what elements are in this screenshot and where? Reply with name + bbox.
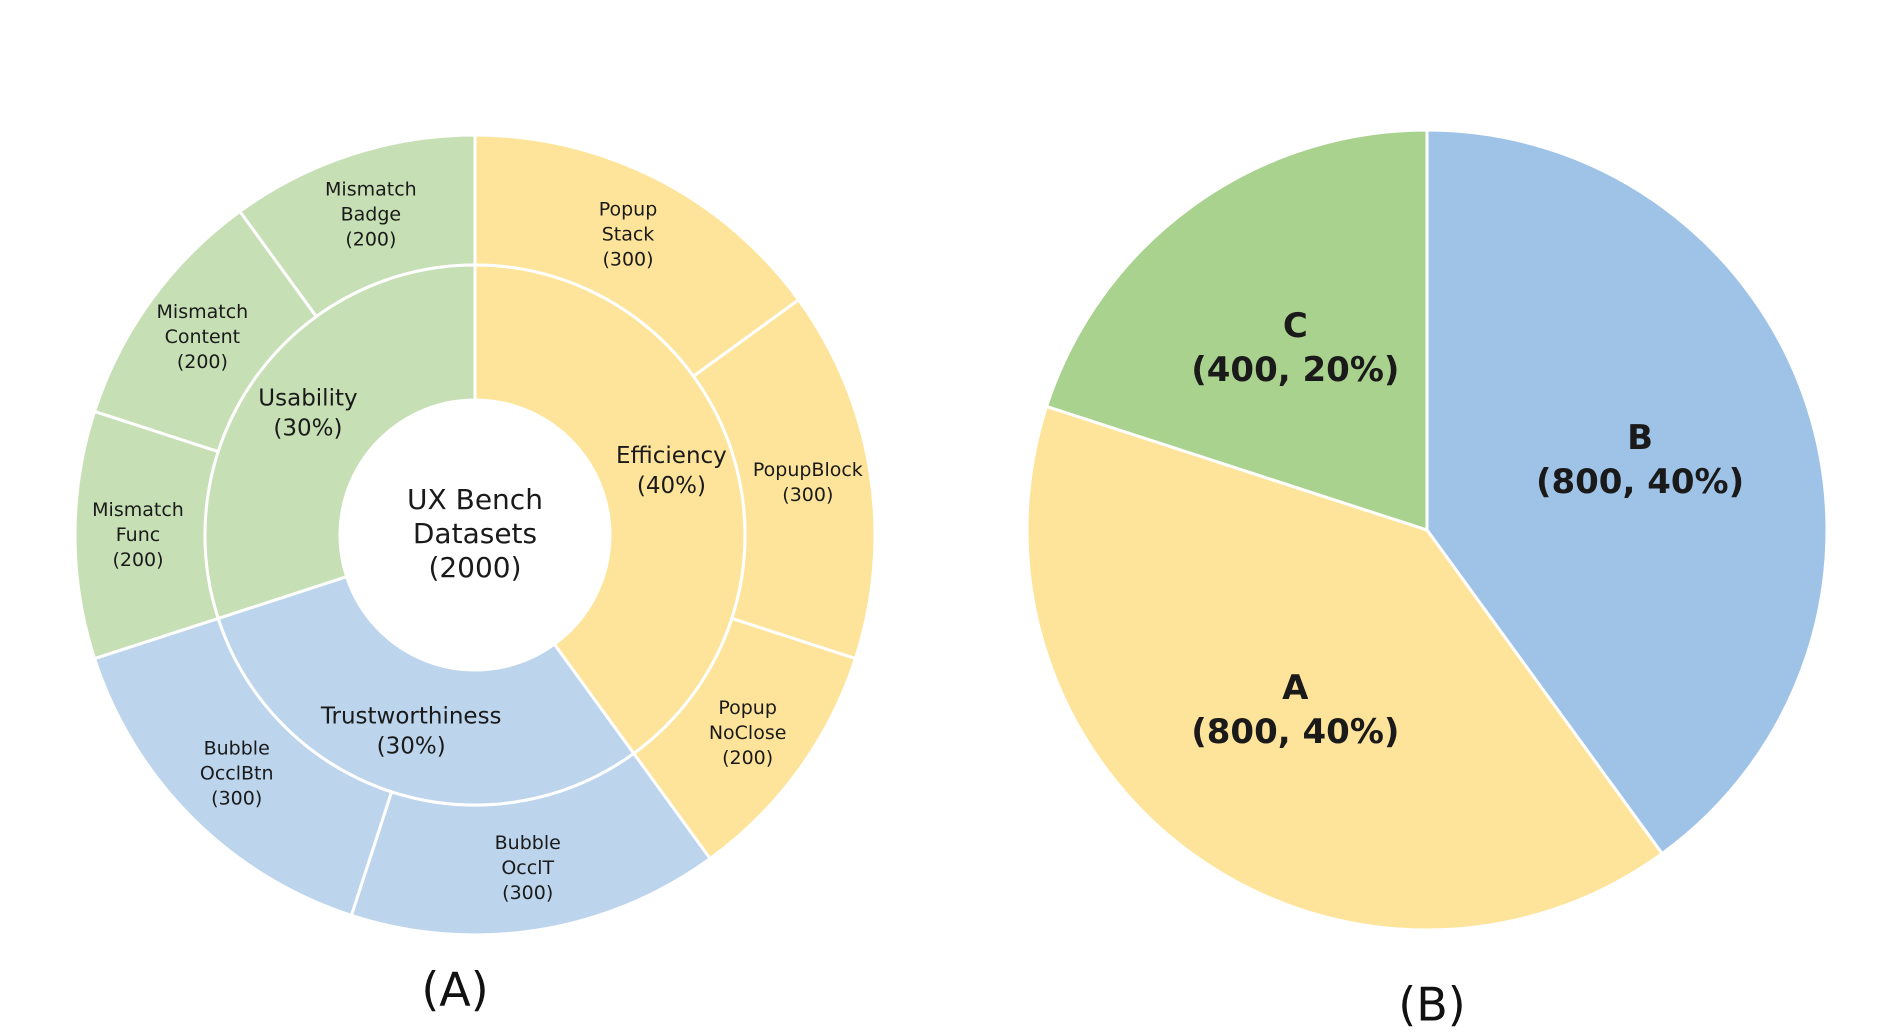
inner-label-efficiency: Efficiency (40%) (616, 443, 727, 499)
center-label-line2: Datasets (413, 517, 537, 550)
outer-label-0-line: (300) (602, 248, 653, 270)
inner-slice-usability (203, 263, 477, 621)
outer-label-5: Mismatch Func (200) (92, 499, 184, 571)
outer-label-1: PopupBlock (300) (753, 458, 863, 505)
pie-chart: B (800, 40%)A (800, 40%)C (400, 20%) (1025, 128, 1829, 932)
outer-label-6: Mismatch Content (200) (157, 300, 249, 372)
sunburst-chart: Popup Stack (300) PopupBlock (300) Popup NoClo… (73, 133, 877, 937)
outer-label-2: Popup NoClose (200) (709, 697, 787, 769)
outer-label-4: Bubble OcclBtn (300) (200, 737, 274, 809)
outer-label-3: Bubble OcclT (300) (495, 831, 561, 903)
outer-label-5-line: (200) (112, 549, 163, 571)
center-label: UX Bench Datasets (2000) (407, 483, 543, 584)
outer-label-5-line: Func (116, 524, 160, 546)
outer-label-3-line: Bubble (495, 831, 561, 853)
outer-label-3-line: (300) (502, 881, 553, 903)
outer-label-0-line: Stack (602, 223, 655, 245)
outer-label-4-line: OcclBtn (200, 762, 274, 784)
pie-label-detail: (400, 20%) (1191, 349, 1399, 389)
inner-label-trustworthiness: Trustworthiness (30%) (320, 703, 502, 759)
outer-label-6-line: (200) (177, 350, 228, 372)
center-label-line1: UX Bench (407, 483, 543, 516)
inner-label-name: Usability (258, 385, 357, 411)
outer-label-5-line: Mismatch (92, 499, 184, 521)
inner-label-percent: (30%) (377, 733, 446, 759)
pie-slice-B (1425, 128, 1829, 856)
pie-label-letter: A (1282, 668, 1309, 708)
pie-label-C: C (400, 20%) (1191, 305, 1399, 389)
outer-label-0-line: Popup (599, 198, 658, 220)
outer-label-0: Popup Stack (300) (599, 198, 658, 270)
inner-label-percent: (40%) (637, 473, 706, 499)
outer-label-1-line: (300) (782, 483, 833, 505)
pie-label-detail: (800, 40%) (1536, 461, 1744, 501)
pie-slice-A (1025, 404, 1665, 932)
pie-label-letter: B (1627, 417, 1653, 457)
pie-slice-C (1044, 128, 1429, 533)
outer-label-1-line: PopupBlock (753, 458, 863, 480)
outer-label-2-line: Popup (718, 697, 777, 719)
pie-label-B: B (800, 40%) (1536, 417, 1744, 501)
caption-b: (B) (1398, 978, 1465, 1032)
outer-label-3-line: OcclT (501, 856, 554, 878)
inner-label-percent: (30%) (273, 415, 342, 441)
pie-label-letter: C (1283, 305, 1308, 345)
outer-label-4-line: (300) (211, 787, 262, 809)
outer-label-7-line: Mismatch (325, 178, 417, 200)
inner-label-usability: Usability (30%) (258, 385, 357, 441)
outer-label-4-line: Bubble (204, 737, 270, 759)
center-label-line3: (2000) (428, 551, 521, 584)
inner-label-name: Trustworthiness (320, 703, 502, 729)
outer-label-2-line: NoClose (709, 722, 787, 744)
outer-label-6-line: Mismatch (157, 300, 249, 322)
outer-label-6-line: Content (165, 325, 241, 347)
outer-label-7-line: Badge (341, 203, 402, 225)
pie-label-detail: (800, 40%) (1191, 712, 1399, 752)
inner-slice-trustworthiness (216, 574, 636, 807)
outer-label-7-line: (200) (345, 228, 396, 250)
inner-label-name: Efficiency (616, 443, 727, 469)
outer-label-2-line: (200) (722, 747, 773, 769)
inner-slice-efficiency (473, 263, 747, 756)
pie-label-A: A (800, 40%) (1191, 668, 1399, 752)
outer-label-7: Mismatch Badge (200) (325, 178, 417, 250)
caption-a: (A) (421, 963, 488, 1017)
